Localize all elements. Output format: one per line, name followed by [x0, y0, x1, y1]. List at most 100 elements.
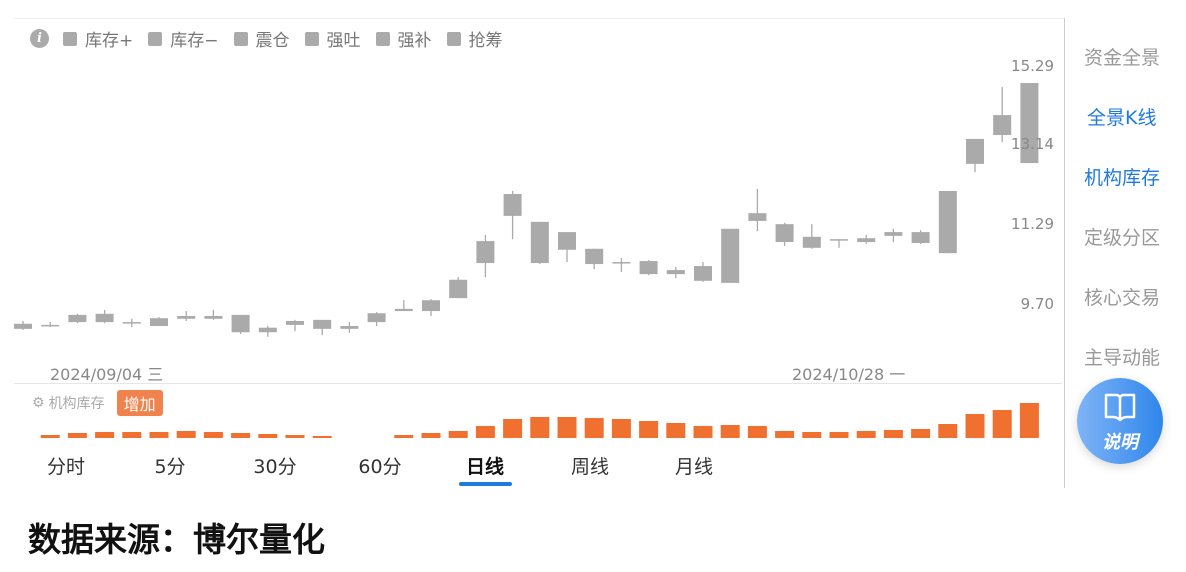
candle-body: [857, 238, 876, 243]
y-axis-label: 15.29: [1011, 57, 1054, 75]
candle-body: [422, 300, 440, 312]
candle-body: [95, 313, 114, 323]
candle-body: [313, 319, 332, 329]
tab-monthly[interactable]: 月线: [674, 456, 714, 478]
inventory-bar: [530, 417, 550, 438]
sub-panel-title[interactable]: 机构库存: [48, 396, 105, 412]
y-axis-label: 9.70: [1020, 295, 1054, 313]
candle-body: [666, 270, 685, 275]
candle-body: [258, 327, 277, 333]
sidebar-divider: [1064, 18, 1065, 488]
legend-label: 强补: [397, 31, 432, 51]
inventory-bar: [421, 433, 441, 438]
tab-5min[interactable]: 5分: [154, 456, 186, 478]
inventory-bar: [611, 419, 631, 438]
candle-body: [122, 322, 141, 324]
legend-item[interactable]: 库存−: [148, 26, 219, 51]
legend-item[interactable]: 库存+: [63, 26, 133, 51]
book-icon: [1104, 393, 1136, 422]
candle-body: [612, 262, 631, 264]
legend-label: 库存+: [85, 31, 134, 51]
inventory-bar: [231, 433, 251, 438]
legend-item[interactable]: 强吐: [304, 26, 361, 51]
legend-item[interactable]: 强补: [375, 26, 432, 51]
sidebar-item-kline[interactable]: 全景K线: [1087, 107, 1157, 129]
legend-label: 强吐: [326, 31, 361, 51]
inventory-bar: [938, 424, 958, 438]
inventory-bar: [176, 431, 196, 438]
candle-body: [340, 326, 359, 329]
inventory-bar: [1019, 403, 1039, 438]
candle-body: [204, 315, 223, 319]
candle-body: [585, 248, 604, 265]
y-axis-label: 13.14: [1011, 135, 1054, 153]
legend-label: 抢筹: [468, 31, 503, 51]
info-icon[interactable]: i: [30, 29, 49, 48]
active-tab-indicator: [459, 482, 512, 486]
inventory-bar: [720, 425, 740, 438]
sidebar-item-grading[interactable]: 定级分区: [1084, 227, 1161, 249]
legend-item[interactable]: 震仓: [233, 26, 290, 51]
data-source: 数据来源：博尔量化: [28, 520, 325, 559]
candle-body: [748, 213, 767, 221]
tab-30min[interactable]: 30分: [253, 456, 297, 478]
sidebar-item-capital-overview[interactable]: 资金全景: [1084, 47, 1161, 69]
candle-body: [367, 313, 386, 323]
sidebar-item-inventory[interactable]: 机构库存: [1084, 167, 1161, 189]
candle-body: [449, 279, 468, 299]
candle-body: [966, 138, 984, 164]
inventory-bar: [258, 434, 278, 438]
sidebar-item-core-trade[interactable]: 核心交易: [1084, 287, 1161, 309]
x-axis-date-left: 2024/09/04 三: [50, 365, 164, 384]
tab-60min[interactable]: 60分: [358, 456, 402, 478]
panel-divider: [14, 383, 1062, 384]
sub-panel-header: ⚙ 机构库存 增加: [32, 390, 163, 416]
inventory-bar: [666, 423, 686, 438]
inventory-bar: [856, 431, 876, 438]
candle-body: [802, 236, 821, 248]
legend-swatch: [375, 31, 390, 46]
top-border: [14, 18, 1064, 19]
legend-item[interactable]: 抢筹: [446, 26, 503, 51]
sidebar-item-momentum[interactable]: 主导动能: [1084, 347, 1161, 369]
candle-body: [41, 324, 60, 327]
candle-body: [530, 221, 549, 264]
inventory-bar: [829, 432, 849, 438]
inventory-bar: [992, 410, 1012, 438]
chart-legend: i 库存+ 库存− 震仓 强吐 强补 抢筹: [30, 26, 518, 51]
inventory-bar: [747, 426, 767, 438]
gear-icon[interactable]: ⚙: [32, 395, 45, 411]
inventory-bar: [394, 435, 414, 438]
candle-body: [150, 318, 168, 327]
y-axis-label: 11.29: [1011, 215, 1054, 233]
inventory-bar: [448, 431, 468, 438]
inventory-bar: [475, 426, 495, 438]
legend-swatch: [233, 31, 248, 46]
inventory-bar: [40, 435, 60, 438]
tab-weekly[interactable]: 周线: [570, 456, 610, 478]
inventory-bar: [965, 414, 985, 438]
inventory-bar: [584, 418, 604, 438]
candle-body: [476, 241, 495, 264]
candle-body: [558, 232, 576, 250]
inventory-bar: [911, 429, 931, 438]
tab-fenshi[interactable]: 分时: [46, 456, 86, 478]
legend-label: 库存−: [170, 31, 219, 51]
help-button[interactable]: 说明: [1077, 378, 1163, 464]
candlestick-chart[interactable]: [0, 0, 1064, 450]
inventory-bar: [639, 421, 659, 438]
inventory-bar: [693, 426, 713, 438]
candle-body: [993, 115, 1012, 136]
period-tabs: 分时 5分 30分 60分 日线 周线 月线: [0, 452, 1060, 482]
inventory-bar: [802, 432, 822, 438]
candle-body: [884, 232, 903, 236]
candle-body: [938, 190, 957, 254]
candle-body: [775, 224, 794, 243]
candle-body: [1020, 83, 1039, 164]
tab-daily[interactable]: 日线: [465, 456, 505, 478]
candle-body: [721, 228, 740, 283]
candle-body: [14, 323, 32, 329]
legend-swatch: [304, 31, 319, 46]
legend-swatch: [63, 31, 77, 46]
candle-body: [639, 261, 658, 275]
